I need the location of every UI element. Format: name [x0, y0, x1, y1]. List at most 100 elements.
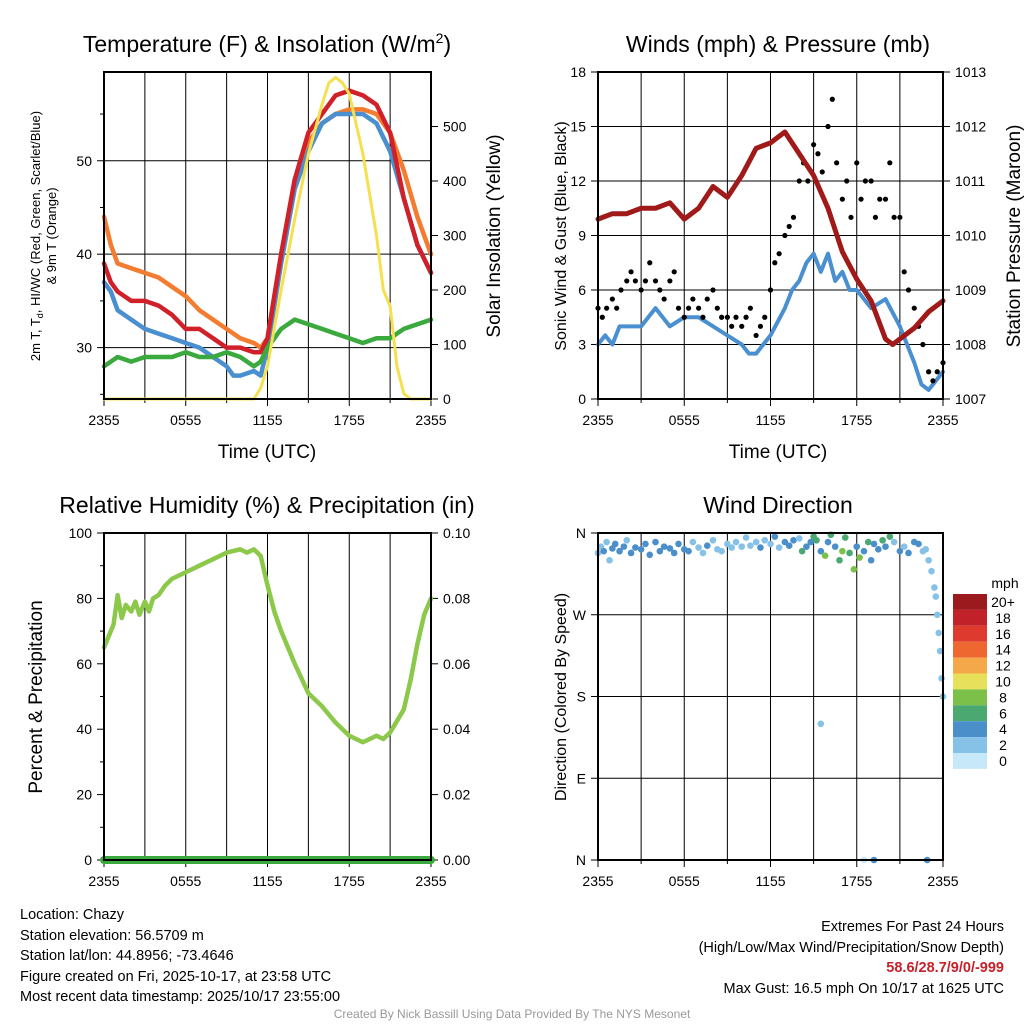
wind-direction-point: [695, 544, 702, 551]
wind-direction-point: [781, 538, 789, 546]
gust-point: [599, 314, 605, 320]
gust-point: [786, 223, 792, 230]
wind-direction-point: [925, 556, 932, 564]
y-tick-label: 40: [76, 246, 92, 262]
gust-point: [700, 314, 706, 320]
gust-point: [667, 278, 673, 284]
wind-direction-point: [905, 549, 912, 557]
wind-direction-point: [666, 545, 674, 552]
y-tick-label: S: [577, 689, 586, 705]
x-tick-label: 2355: [88, 873, 119, 889]
legend-swatch: [953, 721, 987, 738]
x-tick-label: 1155: [755, 873, 785, 889]
gust-point: [757, 323, 764, 329]
wind-direction-point: [652, 538, 659, 546]
gust-point: [796, 178, 802, 184]
gust-point: [811, 142, 817, 148]
wind-direction-point: [771, 533, 779, 540]
gust-point: [905, 287, 912, 293]
gust-point: [901, 269, 907, 275]
series-line-sonic-wind: [596, 251, 945, 392]
wind-direction-point: [660, 543, 668, 550]
legend-label: 20+: [991, 594, 1015, 610]
wind-direction-point: [646, 551, 654, 559]
gust-point: [632, 278, 638, 284]
y-right-tick-label: 1011: [955, 173, 985, 189]
y-tick-label: 18: [570, 64, 586, 80]
legend-swatch: [953, 705, 987, 722]
gust-point: [790, 214, 797, 220]
gust-point: [844, 178, 850, 184]
x-tick-label: 1755: [841, 873, 872, 889]
plot-frame: [103, 71, 432, 400]
wind-direction-point: [747, 542, 754, 550]
station-info: Location: Chazy Station elevation: 56.57…: [20, 905, 340, 1008]
x-tick-label: 0555: [170, 873, 201, 889]
y-tick-label: 100: [69, 525, 93, 541]
legend-label: 6: [999, 705, 1007, 721]
series-line-station-pressure: [595, 129, 946, 347]
series-line-hi-wc: [101, 111, 434, 378]
x-tick-label: 1155: [252, 412, 282, 428]
max-gust-text: Max Gust: 16.5 mph On 10/17 at 1625 UTC: [723, 980, 1004, 997]
x-axis-label: Time (UTC): [729, 442, 828, 463]
gust-point: [767, 287, 774, 293]
wind-direction-point: [936, 647, 944, 655]
legend-swatch: [953, 609, 987, 626]
gust-point: [782, 232, 788, 239]
wind-direction-point: [620, 543, 628, 550]
y-axis-label-line2: & 9m T (Orange): [44, 187, 59, 284]
y-right-tick-label: 400: [443, 173, 467, 189]
gust-point: [762, 314, 768, 320]
gust-point: [671, 269, 677, 275]
wind-direction-point: [600, 547, 608, 555]
wind-direction-point: [882, 543, 889, 550]
extremes-subtitle: (High/Low/Max Wind/Precipitation/Snow De…: [698, 939, 1004, 956]
gust-point: [604, 305, 610, 311]
y-right-tick-label: 1007: [955, 391, 986, 407]
gust-point: [819, 169, 825, 175]
legend-swatch: [953, 625, 987, 642]
wind-direction-point: [890, 538, 898, 546]
wind-direction-point: [813, 536, 820, 544]
wind-direction-point: [790, 536, 797, 544]
gust-point: [882, 196, 889, 202]
gust-point: [753, 332, 759, 339]
extremes-values: 58.6/28.7/9/0/-999: [886, 960, 1004, 976]
gust-point: [685, 305, 692, 311]
x-tick-label: 1755: [334, 412, 365, 428]
x-tick-label: 2355: [582, 412, 613, 428]
gust-point: [690, 296, 696, 302]
wind-direction-point: [795, 535, 803, 542]
y-tick-label: 6: [578, 282, 586, 298]
gust-point: [724, 314, 730, 320]
wind-direction-point: [627, 549, 635, 557]
legend-label: 2: [999, 737, 1007, 753]
extremes-info: Extremes For Past 24 Hours (High/Low/Max…: [699, 917, 1004, 999]
legend-label: 8: [999, 689, 1007, 705]
wind-direction-point: [685, 547, 692, 555]
wind-direction-point: [928, 567, 935, 575]
y-right-tick-label: 200: [443, 282, 467, 298]
gust-point: [829, 96, 835, 102]
y-axis-label: 2m T, Td, HI/WC (Red, Green, Scarlet/Blu…: [28, 111, 45, 361]
gust-point: [719, 314, 725, 320]
gust-point: [714, 305, 720, 311]
gust-point: [696, 305, 702, 311]
gust-point: [868, 178, 874, 184]
series-line-solar-insolation: [102, 75, 433, 401]
wind-direction-point: [922, 546, 930, 553]
gust-point: [642, 278, 649, 284]
latlon-text: Station lat/lon: 44.8956; -73.4646: [20, 948, 234, 964]
gust-point: [638, 287, 644, 293]
wind-direction-point: [803, 543, 810, 550]
gust-point: [805, 178, 811, 184]
wind-direction-point: [752, 538, 760, 546]
wind-direction-point: [846, 549, 853, 557]
y-axis-label: Sonic Wind & Gust (Blue, Black): [553, 121, 570, 350]
wind-direction-point: [699, 549, 707, 557]
gust-point: [657, 287, 663, 293]
x-tick-label: 1755: [334, 873, 365, 889]
wind-direction-point: [879, 536, 886, 544]
wind-direction-point: [656, 547, 664, 555]
